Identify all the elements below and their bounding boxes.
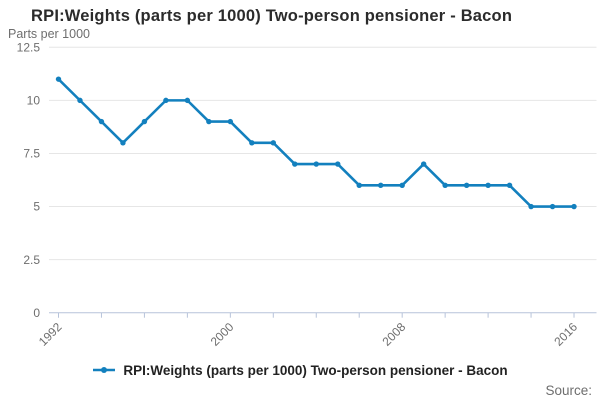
data-point[interactable]	[120, 140, 126, 146]
data-point[interactable]	[485, 182, 491, 189]
y-axis-unit-label: Parts per 1000	[8, 27, 90, 41]
legend-series-marker-icon	[93, 367, 116, 373]
data-point[interactable]	[206, 118, 212, 125]
data-point[interactable]	[399, 182, 405, 189]
data-point[interactable]	[270, 140, 276, 146]
data-point[interactable]	[571, 203, 577, 210]
y-tick-label: 0	[33, 306, 40, 320]
data-point[interactable]	[313, 161, 319, 167]
x-tick-label: 2016	[551, 320, 580, 349]
y-tick-label: 2.5	[23, 253, 40, 267]
data-point[interactable]	[77, 97, 83, 104]
x-tick-label: 2000	[208, 320, 237, 349]
y-tick-label: 7.5	[23, 147, 40, 161]
data-point[interactable]	[184, 97, 191, 104]
data-point[interactable]	[378, 182, 384, 189]
data-point[interactable]	[549, 203, 556, 210]
series-line	[57, 77, 576, 208]
data-point[interactable]	[55, 76, 62, 82]
data-point[interactable]	[463, 182, 470, 189]
data-point[interactable]	[141, 118, 148, 125]
x-tick-label: 2008	[380, 320, 409, 349]
legend-item[interactable]: RPI:Weights (parts per 1000) Two-person …	[0, 360, 600, 380]
data-point[interactable]	[356, 182, 362, 189]
data-point[interactable]	[335, 161, 341, 167]
y-tick-label: 5	[33, 200, 40, 214]
data-point[interactable]	[98, 118, 105, 125]
x-tick-label: 1992	[36, 320, 65, 349]
data-point[interactable]	[442, 182, 448, 189]
data-point[interactable]	[506, 182, 513, 189]
data-point[interactable]	[528, 203, 534, 210]
y-tick-label: 10	[27, 94, 41, 108]
data-point[interactable]	[227, 118, 234, 125]
data-point[interactable]	[420, 161, 427, 167]
data-point[interactable]	[292, 161, 298, 167]
source-label: Source:	[545, 383, 592, 398]
data-point[interactable]	[249, 140, 255, 146]
data-point[interactable]	[163, 97, 169, 104]
legend-label: RPI:Weights (parts per 1000) Two-person …	[123, 362, 508, 378]
y-tick-label: 12.5	[17, 41, 41, 55]
line-chart-plot-area: 0 2.5 5 7.5 10 12.5 1992 2000 2008 2016	[17, 41, 597, 349]
chart-title: RPI:Weights (parts per 1000) Two-person …	[31, 7, 513, 25]
